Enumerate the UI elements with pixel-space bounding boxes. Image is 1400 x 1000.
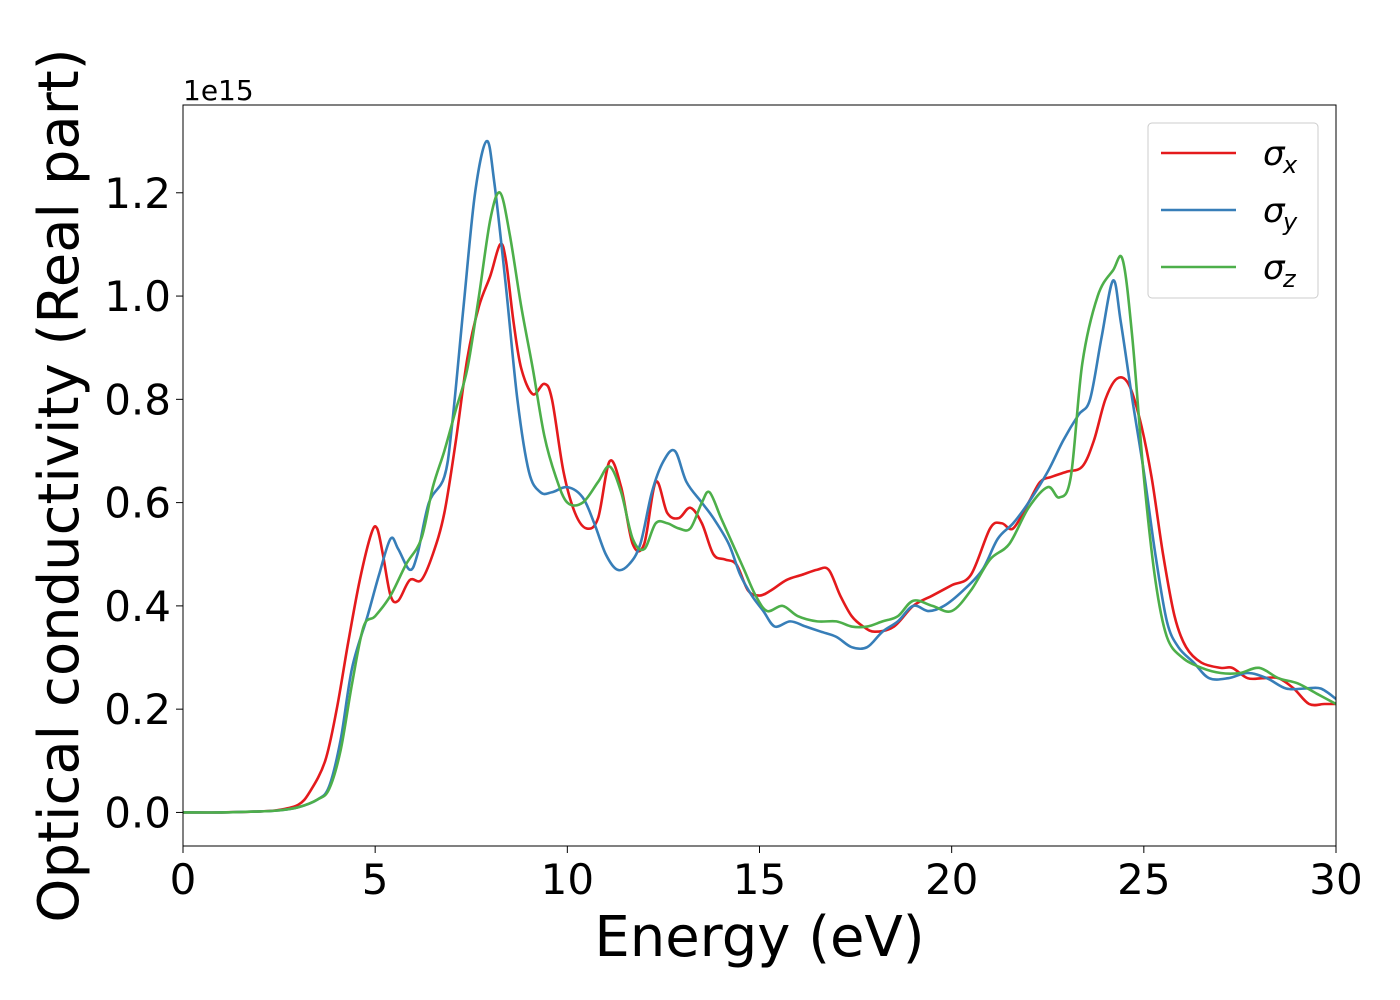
- y-tick-label: 0.2: [104, 685, 171, 734]
- legend-label-sigma-z: σ: [1263, 248, 1286, 288]
- x-tick-label: 25: [1117, 855, 1170, 904]
- series-line-sigma-z: [183, 191, 1336, 814]
- series-layer: [183, 139, 1336, 814]
- legend-label-sigma-y: σ: [1263, 191, 1286, 231]
- legend-subscript-sigma-z: z: [1282, 265, 1297, 293]
- series-line-sigma-x: [183, 242, 1336, 814]
- x-axis-label: Energy (eV): [594, 905, 924, 970]
- legend-subscript-sigma-x: x: [1282, 151, 1298, 179]
- x-tick-label: 10: [541, 855, 594, 904]
- y-axis-ticks: 0.0 0.2 0.4 0.6 0.8 1.0 1.2: [104, 169, 183, 837]
- x-tick-label: 30: [1309, 855, 1362, 904]
- x-tick-label: 20: [925, 855, 978, 904]
- legend-label-sigma-x: σ: [1263, 134, 1286, 174]
- x-tick-label: 5: [362, 855, 389, 904]
- y-tick-label: 0.4: [104, 582, 171, 631]
- x-tick-label: 0: [170, 855, 197, 904]
- y-tick-label: 0.0: [104, 788, 171, 837]
- x-axis-ticks: 0 5 10 15 20 25 30: [170, 846, 1363, 904]
- y-tick-label: 1.0: [104, 272, 171, 321]
- y-axis-label: Optical conductivity (Real part): [27, 48, 92, 922]
- y-tick-label: 0.6: [104, 479, 171, 528]
- y-tick-label: 1.2: [104, 169, 171, 218]
- legend-subscript-sigma-y: y: [1282, 208, 1298, 236]
- series-line-sigma-y: [183, 139, 1336, 814]
- y-axis-offset-label: 1e15: [183, 74, 254, 107]
- y-tick-label: 0.8: [104, 375, 171, 424]
- x-tick-label: 15: [733, 855, 786, 904]
